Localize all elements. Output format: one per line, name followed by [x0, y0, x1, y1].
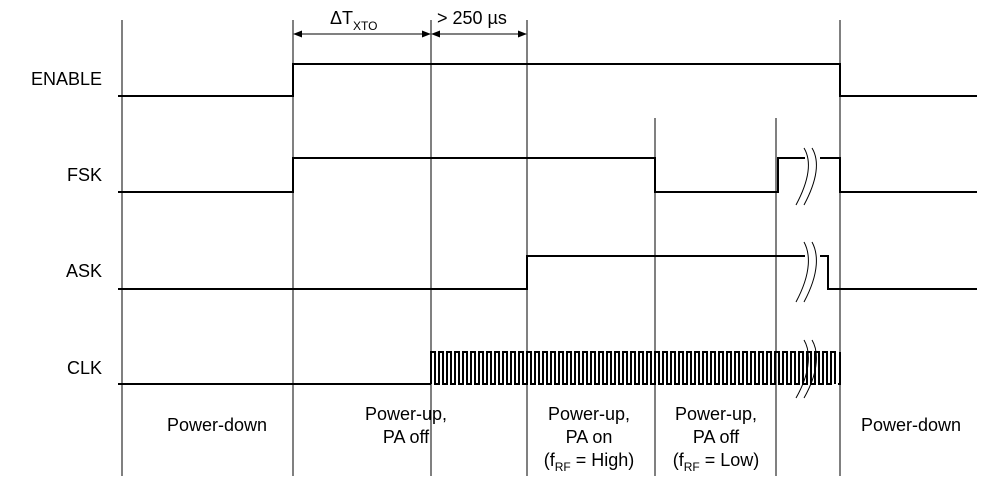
phase-power-up-pa-off-2-line3: (fRF = Low) — [673, 450, 760, 474]
waveform-ask — [118, 255, 805, 290]
phase-power-down-1: Power-down — [167, 415, 267, 435]
phase-power-up-pa-off-1-line1: Power-up, — [365, 404, 447, 424]
break-mark-ask — [795, 241, 817, 303]
phase-power-up-pa-off-1-line2: PA off — [383, 427, 430, 447]
waveform-fsk-tail — [820, 157, 977, 193]
signal-label-fsk: FSK — [67, 165, 102, 185]
delta-t-label: ΔTXTO — [330, 8, 377, 33]
phase-power-up-pa-on-line1: Power-up, — [548, 404, 630, 424]
break-mark-fsk — [795, 147, 817, 206]
signal-label-enable: ENABLE — [31, 69, 102, 89]
timing-arrows: ΔTXTO > 250 µs — [293, 8, 527, 38]
phase-power-up-pa-off-2-line1: Power-up, — [675, 404, 757, 424]
signal-label-ask: ASK — [66, 261, 102, 281]
signal-labels: ENABLE FSK ASK CLK — [31, 69, 102, 378]
signal-label-clk: CLK — [67, 358, 102, 378]
phase-power-up-pa-off-2-line2: PA off — [693, 427, 740, 447]
phase-labels: Power-down Power-up, PA off Power-up, PA… — [167, 404, 961, 474]
waveform-clk-burst — [430, 351, 836, 385]
break-marks — [795, 147, 817, 399]
phase-power-up-pa-on-line3: (fRF = High) — [544, 450, 635, 474]
waveform-clk-tail — [838, 352, 841, 385]
phase-power-up-pa-on-line2: PA on — [566, 427, 613, 447]
waveform-enable — [118, 63, 977, 97]
min-time-label: > 250 µs — [437, 8, 507, 28]
phase-power-down-2: Power-down — [861, 415, 961, 435]
break-mark-clk — [795, 339, 817, 399]
waveform-ask-tail — [820, 255, 977, 290]
waveform-fsk — [118, 157, 805, 193]
